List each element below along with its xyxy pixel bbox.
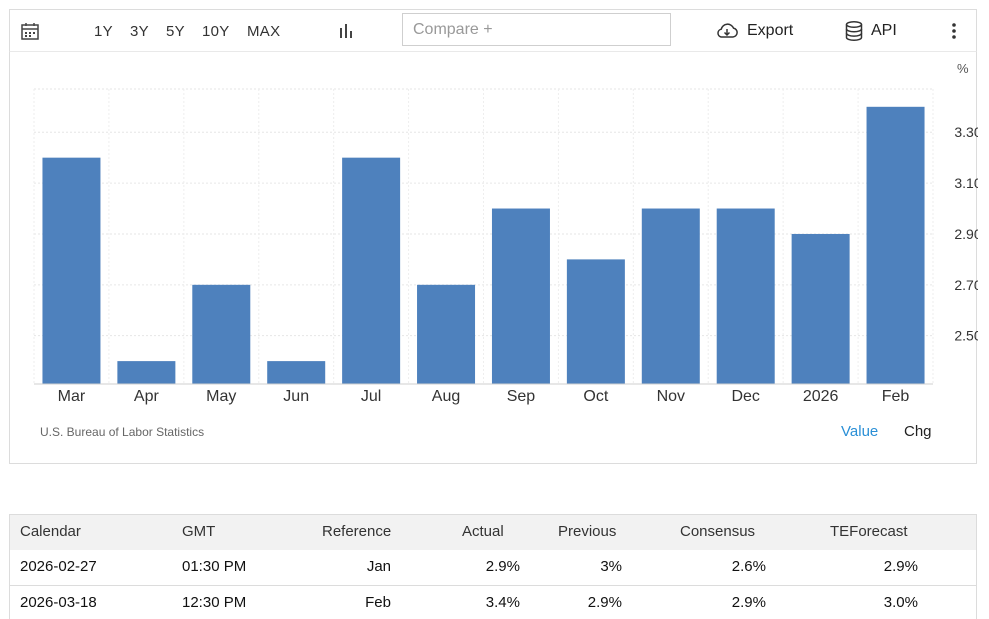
- x-tick-label: Mar: [58, 388, 86, 405]
- x-tick-label: Jul: [361, 388, 381, 405]
- y-tick-label: 2.90: [954, 226, 978, 242]
- bar: [117, 361, 176, 384]
- cell-gmt: 01:30 PM: [182, 558, 247, 575]
- cell-teforecast: 2.9%: [883, 558, 918, 575]
- y-tick-label: 3.10: [954, 175, 978, 191]
- cell-reference: Feb: [365, 594, 391, 611]
- range-3y-button[interactable]: 3Y: [130, 22, 149, 40]
- x-tick-label: May: [206, 388, 236, 405]
- header-previous: Previous: [558, 523, 617, 540]
- range-1y-button[interactable]: 1Y: [94, 22, 113, 40]
- header-teforecast: TEForecast: [830, 523, 908, 540]
- cloud-download-icon: [717, 23, 738, 38]
- release-calendar-table: Calendar GMT Reference Actual Previous Consen…: [9, 514, 977, 619]
- x-tick-label: Apr: [134, 388, 160, 405]
- chart-toolbar: 1Y 3Y 5Y 10Y MAX Compare + Export API: [9, 9, 977, 51]
- bar: [342, 157, 401, 384]
- cell-calendar: 2026-02-27: [20, 558, 97, 575]
- cell-consensus: 2.9%: [731, 594, 766, 611]
- cell-calendar: 2026-03-18: [20, 594, 97, 611]
- cell-previous: 2.9%: [587, 594, 622, 611]
- x-tick-label: Aug: [432, 388, 460, 405]
- bar: [866, 106, 925, 384]
- export-button[interactable]: Export: [714, 10, 793, 52]
- x-tick-label: Nov: [657, 388, 685, 405]
- header-consensus: Consensus: [680, 523, 756, 540]
- header-actual: Actual: [462, 523, 504, 540]
- cell-teforecast: 3.0%: [883, 594, 918, 611]
- more-options-icon[interactable]: [951, 10, 957, 52]
- bar: [491, 208, 550, 384]
- header-gmt: GMT: [182, 523, 216, 540]
- x-tick-label: Dec: [731, 388, 759, 405]
- table-row: 2026-02-27 01:30 PM Jan 2.9% 3% 2.6% 2.9%: [10, 550, 976, 585]
- x-tick-label: Feb: [882, 388, 910, 405]
- x-tick-label: Sep: [507, 388, 536, 405]
- api-button[interactable]: API: [844, 10, 897, 52]
- api-label: API: [871, 22, 897, 39]
- bar: [641, 208, 700, 384]
- data-source: U.S. Bureau of Labor Statistics: [40, 425, 205, 439]
- bar: [566, 259, 625, 384]
- y-tick-label: 2.70: [954, 277, 978, 293]
- cell-gmt: 12:30 PM: [182, 594, 247, 611]
- bar: [417, 284, 476, 384]
- range-10y-button[interactable]: 10Y: [202, 22, 230, 40]
- calendar-icon[interactable]: [20, 10, 40, 52]
- chart-type-icon[interactable]: [337, 10, 355, 52]
- range-5y-button[interactable]: 5Y: [166, 22, 185, 40]
- cell-consensus: 2.6%: [731, 558, 766, 575]
- cell-actual: 3.4%: [485, 594, 520, 611]
- chart-panel: 2.50 2.70 2.90 3.10 3.30% Mar Apr May Jun Jul Aug S…: [9, 51, 978, 464]
- bar: [42, 157, 101, 384]
- bar: [791, 233, 850, 384]
- view-value-toggle[interactable]: Value: [841, 423, 879, 440]
- range-max-button[interactable]: MAX: [247, 22, 281, 40]
- y-unit-label: %: [957, 61, 969, 76]
- header-calendar: Calendar: [20, 523, 81, 540]
- compare-input[interactable]: Compare +: [402, 13, 671, 46]
- y-tick-label: 2.50: [954, 328, 978, 344]
- x-tick-label: 2026: [803, 388, 839, 405]
- cell-reference: Jan: [366, 558, 391, 575]
- bar: [716, 208, 775, 384]
- bar: [192, 284, 251, 384]
- table-header-row: Calendar GMT Reference Actual Previous Consen…: [10, 515, 976, 550]
- bar: [267, 361, 326, 384]
- y-tick-label: 3.30: [954, 124, 978, 140]
- database-icon: [845, 20, 863, 42]
- x-tick-label: Oct: [583, 388, 608, 405]
- header-reference: Reference: [322, 523, 392, 540]
- export-label: Export: [747, 22, 794, 39]
- view-chg-toggle[interactable]: Chg: [904, 423, 932, 440]
- cell-previous: 3%: [600, 558, 622, 575]
- x-tick-label: Jun: [283, 388, 309, 405]
- bar-chart: 2.50 2.70 2.90 3.10 3.30% Mar Apr May Jun Jul Aug S…: [33, 61, 978, 405]
- table-row: 2026-03-18 12:30 PM Feb 3.4% 2.9% 2.9% 3.0%: [10, 585, 976, 619]
- cell-actual: 2.9%: [485, 558, 520, 575]
